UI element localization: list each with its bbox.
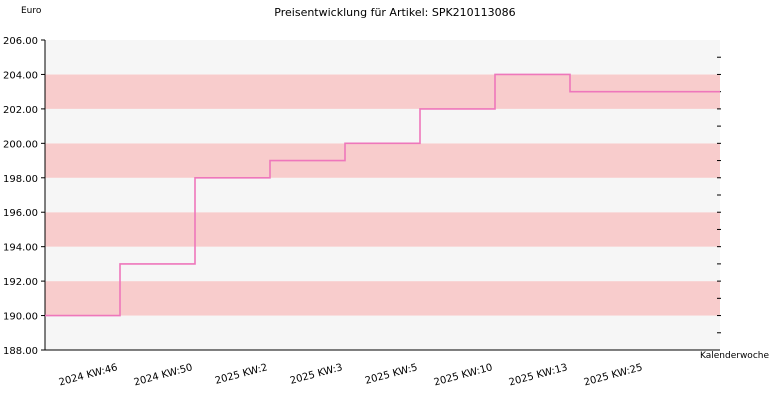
y-tick-label: 202.00 bbox=[3, 105, 38, 116]
y-tick-label: 204.00 bbox=[3, 70, 38, 81]
axes bbox=[44, 40, 720, 351]
y-tick-label: 192.00 bbox=[3, 277, 38, 288]
y-tick-label: 194.00 bbox=[3, 243, 38, 254]
price-step-line bbox=[45, 73, 720, 317]
grid-band bbox=[45, 281, 720, 316]
chart-title: Preisentwicklung für Artikel: SPK2101130… bbox=[274, 6, 516, 19]
y-axis-label: Euro bbox=[21, 6, 42, 16]
plot-bands bbox=[45, 40, 720, 350]
x-axis-label: Kalenderwoche bbox=[700, 351, 770, 361]
grid-band bbox=[45, 108, 720, 144]
y-tick-label: 196.00 bbox=[3, 208, 38, 219]
series-layer bbox=[45, 73, 720, 317]
grid-band bbox=[45, 40, 720, 75]
y-tick-label: 200.00 bbox=[3, 139, 38, 150]
x-ticks: 2024 KW:46 2024 KW:50 2025 KW:2 2025 KW:3 20… bbox=[58, 362, 644, 388]
grid-band bbox=[45, 315, 720, 350]
y-tick-label: 206.00 bbox=[3, 36, 38, 47]
x-tick-label: 2025 KW:25 bbox=[583, 362, 644, 388]
x-tick-label: 2024 KW:46 bbox=[58, 362, 119, 388]
y-ticks: 188.00 190.00 192.00 194.00 196.00 198.00 200.… bbox=[3, 36, 721, 357]
x-tick-label: 2025 KW:3 bbox=[289, 362, 344, 387]
grid-band bbox=[45, 177, 720, 213]
y-tick-label: 198.00 bbox=[3, 174, 38, 185]
x-tick-label: 2025 KW:10 bbox=[433, 362, 494, 388]
y-tick-label: 188.00 bbox=[3, 346, 38, 357]
y-tick-label: 190.00 bbox=[3, 312, 38, 323]
x-tick-label: 2025 KW:5 bbox=[364, 362, 419, 387]
x-tick-label: 2025 KW:2 bbox=[214, 362, 269, 387]
x-tick-label: 2024 KW:50 bbox=[133, 362, 194, 388]
x-tick-label: 2025 KW:13 bbox=[508, 362, 569, 388]
grid-band bbox=[45, 212, 720, 247]
grid-band bbox=[45, 143, 720, 178]
